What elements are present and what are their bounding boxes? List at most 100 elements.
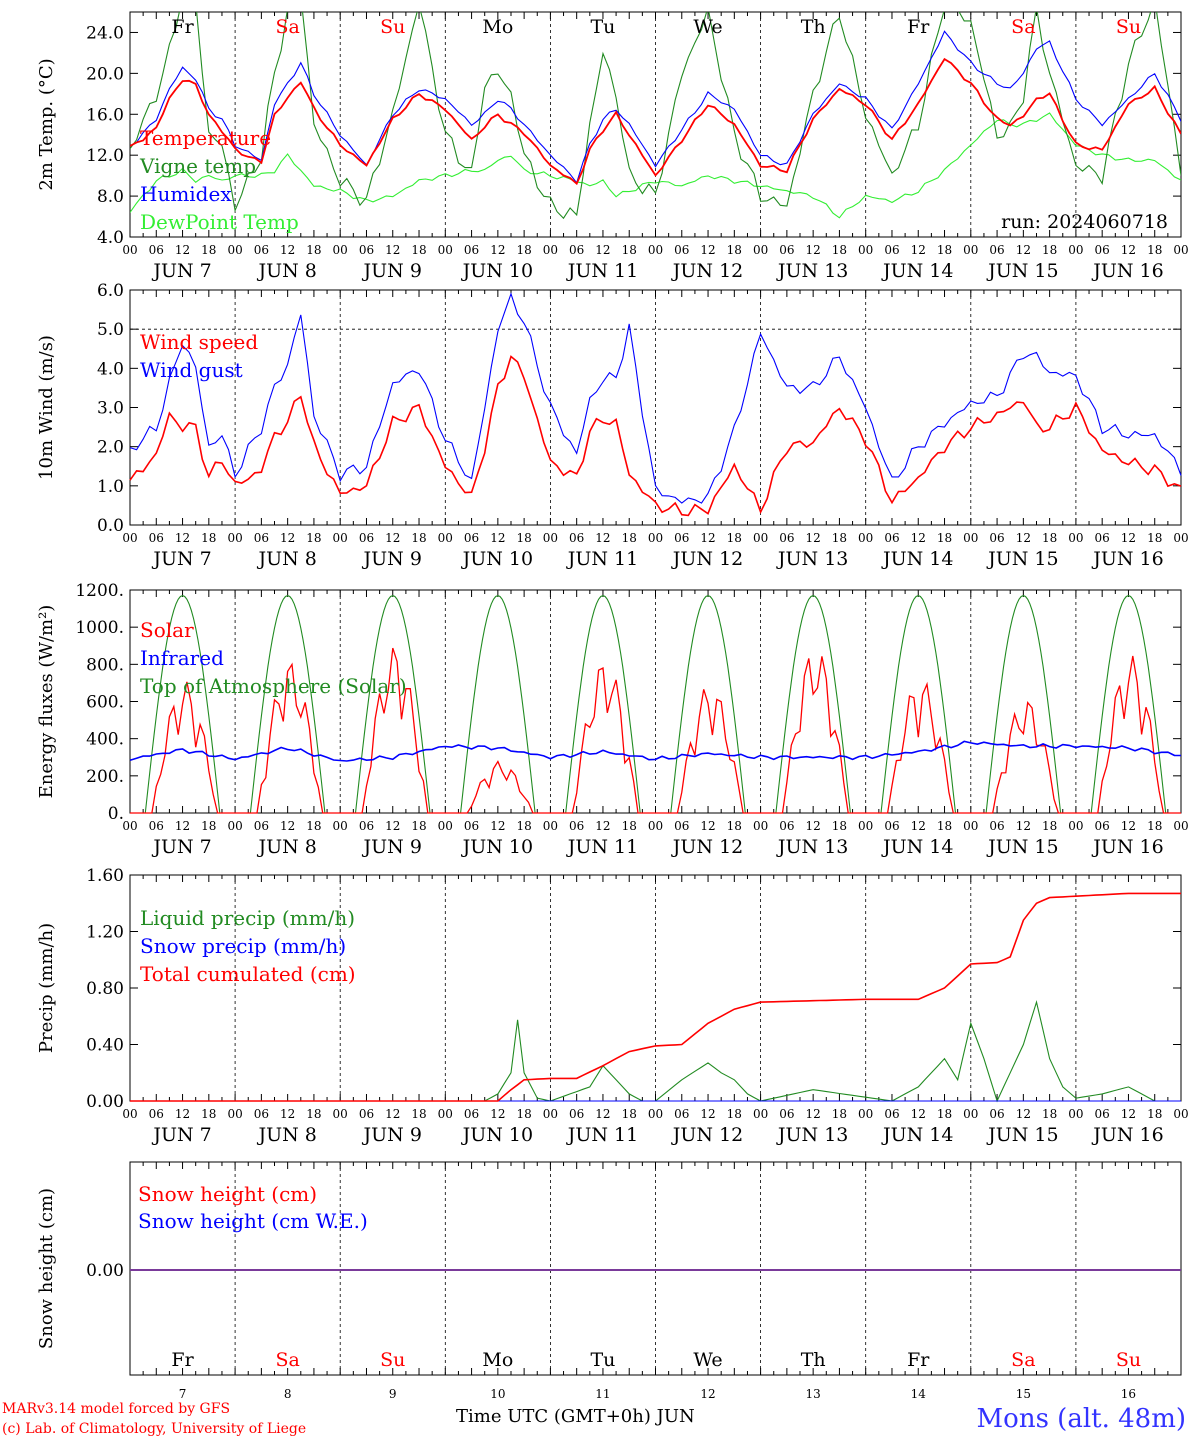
panel-frame-2 [129, 589, 1182, 814]
hour-tick-label: 18 [937, 531, 952, 545]
hour-tick-label: 18 [201, 819, 216, 833]
date-label: JUN 9 [362, 260, 422, 282]
date-label: JUN 11 [566, 836, 638, 858]
date-label: JUN 16 [1091, 836, 1163, 858]
hour-tick-label: 06 [884, 1107, 899, 1121]
credit-model: MARv3.14 model forced by GFS [2, 1401, 231, 1417]
hour-tick-label: 06 [359, 819, 374, 833]
hour-tick-label: 06 [569, 1107, 584, 1121]
hour-tick-label: 00 [753, 1107, 768, 1121]
hour-tick-label: 00 [122, 243, 137, 257]
hour-tick-label: 00 [648, 1107, 663, 1121]
date-label: JUN 15 [986, 260, 1058, 282]
date-label: JUN 12 [671, 836, 743, 858]
hour-tick-label: 18 [832, 819, 847, 833]
day-number-label: 14 [911, 1387, 927, 1401]
weekday-label: Tu [590, 1349, 615, 1371]
hour-tick-label: 12 [595, 1107, 610, 1121]
hour-tick-label: 12 [806, 1107, 821, 1121]
hour-tick-label: 18 [1042, 531, 1057, 545]
hour-tick-label: 18 [937, 243, 952, 257]
hour-tick-label: 18 [516, 819, 531, 833]
hour-tick-label: 06 [779, 531, 794, 545]
weekday-label: Su [1116, 16, 1141, 38]
hour-tick-label: 06 [674, 819, 689, 833]
date-label: JUN 15 [986, 836, 1058, 858]
hour-tick-label: 12 [280, 243, 295, 257]
hour-tick-label: 12 [595, 243, 610, 257]
hour-tick-label: 12 [1016, 1107, 1031, 1121]
series-humidex [130, 30, 1181, 184]
series-wind-gust [129, 292, 1182, 504]
weekday-label: Fr [171, 1349, 194, 1371]
date-label: JUN 13 [776, 260, 848, 282]
hour-tick-label: 06 [149, 243, 164, 257]
hour-tick-label: 00 [438, 1107, 453, 1121]
y-axis-title: 10m Wind (m/s) [36, 335, 57, 480]
weekday-label: Mo [482, 16, 513, 38]
legend-entry: Liquid precip (mm/h) [140, 906, 355, 930]
hour-tick-label: 18 [622, 243, 637, 257]
hour-tick-label: 00 [227, 819, 242, 833]
date-label: JUN 8 [256, 548, 316, 570]
hour-tick-label: 06 [359, 531, 374, 545]
hour-tick-label: 12 [911, 243, 926, 257]
y-tick-label: 800. [86, 655, 124, 675]
y-tick-label: 4.0 [97, 359, 124, 379]
hour-tick-label: 12 [1016, 819, 1031, 833]
hour-tick-label: 00 [753, 243, 768, 257]
hour-tick-label: 18 [306, 1107, 321, 1121]
date-label: JUN 10 [461, 836, 533, 858]
hour-tick-label: 06 [464, 1107, 479, 1121]
y-tick-label: 1000. [75, 618, 124, 638]
hour-tick-label: 18 [516, 243, 531, 257]
hour-tick-label: 00 [333, 243, 348, 257]
hour-tick-label: 00 [543, 1107, 558, 1121]
hour-tick-label: 12 [911, 819, 926, 833]
hour-tick-label: 18 [832, 243, 847, 257]
hour-tick-label: 18 [727, 531, 742, 545]
run-label: run: 2024060718 [1001, 211, 1168, 233]
station-title: Mons (alt. 48m) [976, 1404, 1186, 1434]
hour-tick-label: 18 [622, 819, 637, 833]
hour-tick-label: 18 [937, 1107, 952, 1121]
date-label: JUN 14 [881, 836, 953, 858]
hour-tick-label: 12 [490, 1107, 505, 1121]
hour-tick-label: 06 [569, 819, 584, 833]
hour-tick-label: 12 [595, 819, 610, 833]
hour-tick-label: 00 [753, 531, 768, 545]
weekday-label: We [693, 1349, 722, 1371]
y-tick-label: 0.00 [86, 1261, 124, 1281]
hour-tick-label: 06 [149, 1107, 164, 1121]
day-number-label: 10 [490, 1387, 505, 1401]
hour-tick-label: 12 [490, 819, 505, 833]
hour-tick-label: 06 [779, 1107, 794, 1121]
y-tick-label: 2.0 [97, 438, 124, 458]
hour-tick-label: 00 [543, 243, 558, 257]
y-tick-label: 0.40 [86, 1036, 124, 1056]
hour-tick-label: 00 [963, 531, 978, 545]
panel-frame-0 [129, 11, 1182, 238]
hour-tick-label: 12 [700, 531, 715, 545]
date-label: JUN 16 [1091, 548, 1163, 570]
date-label: JUN 16 [1091, 1124, 1163, 1146]
hour-tick-label: 06 [884, 531, 899, 545]
hour-tick-label: 06 [989, 243, 1004, 257]
x-axis-label-text: Time UTC (GMT+0h) [456, 1406, 651, 1427]
hour-tick-label: 12 [806, 531, 821, 545]
weekday-label: Tu [590, 16, 615, 38]
credit-lab: (c) Lab. of Climatology, University of L… [2, 1421, 307, 1437]
hour-tick-label: 06 [989, 531, 1004, 545]
hour-tick-label: 00 [438, 243, 453, 257]
hour-tick-label: 06 [779, 243, 794, 257]
y-tick-label: 24.0 [86, 23, 124, 43]
hour-tick-label: 00 [438, 531, 453, 545]
hour-tick-label: 00 [122, 1107, 137, 1121]
hour-tick-label: 06 [569, 243, 584, 257]
hour-tick-label: 00 [858, 243, 873, 257]
hour-tick-label: 12 [490, 531, 505, 545]
hour-tick-label: 00 [1068, 243, 1083, 257]
hour-tick-label: 18 [1147, 1107, 1162, 1121]
hour-tick-label: 00 [333, 531, 348, 545]
